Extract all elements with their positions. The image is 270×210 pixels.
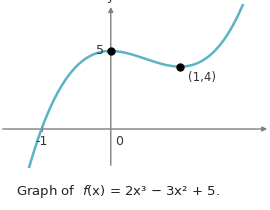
Text: -1: -1 [35, 135, 48, 148]
Text: (1,4): (1,4) [188, 71, 216, 84]
Text: Graph of  $f$(x) = 2x³ − 3x² + 5.: Graph of $f$(x) = 2x³ − 3x² + 5. [16, 183, 220, 200]
Text: y: y [107, 0, 114, 3]
Text: 5: 5 [96, 45, 104, 58]
Text: 0: 0 [115, 135, 123, 148]
